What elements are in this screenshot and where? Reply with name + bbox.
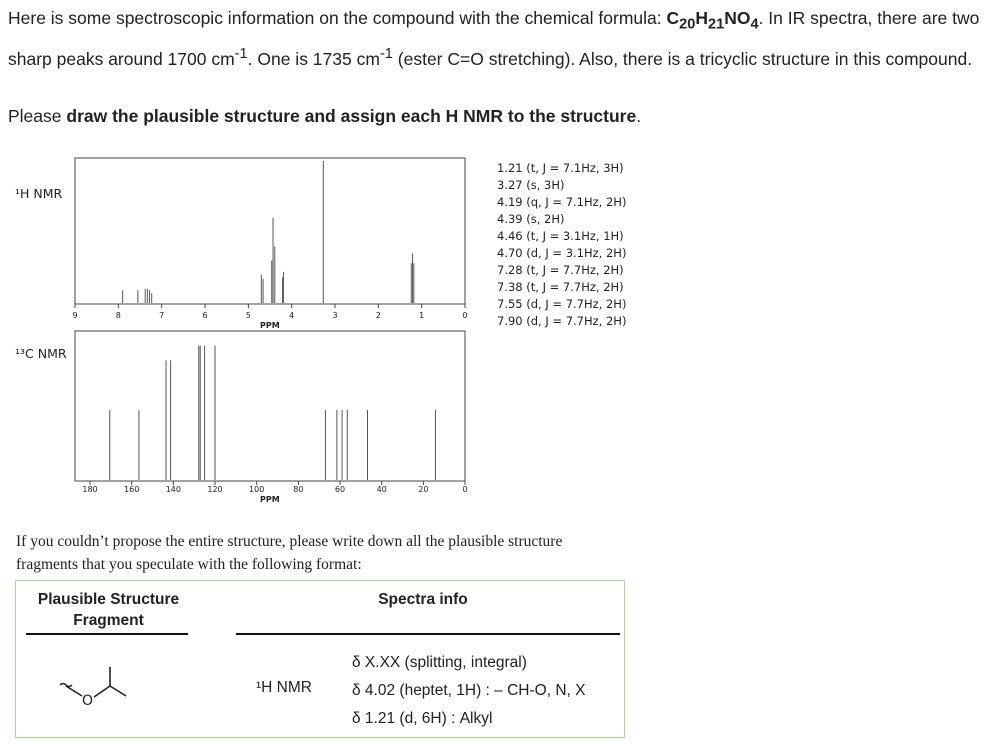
spectra-info-lines: δ X.XX (splitting, integral) δ 4.02 (hep… (352, 649, 585, 733)
cnmr-tick-label: 120 (207, 485, 222, 494)
cnmr-tick-label: 140 (166, 485, 181, 494)
hnmr-tick-label: 1 (419, 311, 424, 320)
cnmr-xlabel: PPM (260, 495, 280, 504)
cnmr-tick-label: 60 (335, 485, 345, 494)
hnmr-shift-entry: 4.46 (t, J = 3.1Hz, 1H) (497, 229, 624, 243)
hnmr-tick-label: 7 (159, 311, 164, 320)
info-line-doublet: δ 1.21 (d, 6H) : Alkyl (352, 710, 493, 727)
hnmr-tick-label: 4 (289, 311, 294, 320)
task-instruction: Please draw the plausible structure and … (8, 106, 642, 126)
cnmr-tick-label: 80 (293, 485, 303, 494)
cnmr-tick-label: 0 (462, 485, 467, 494)
cnmr-tick-label: 160 (124, 485, 139, 494)
hnmr-shift-entry: 4.19 (q, J = 7.1Hz, 2H) (497, 195, 627, 209)
row-label-hnmr: ¹H NMR (256, 679, 312, 696)
hnmr-tick-label: 5 (246, 311, 251, 320)
col-header-spectra: Spectra info (378, 591, 468, 608)
hnmr-peaks (122, 161, 415, 303)
cnmr-tick-label: 40 (377, 485, 387, 494)
format-example-box: Plausible Structure Fragment Spectra inf… (15, 580, 625, 738)
hnmr-tick-label: 3 (332, 311, 337, 320)
cnmr-label: ¹³C NMR (15, 346, 67, 361)
intro-paragraph: Here is some spectroscopic information o… (8, 8, 980, 69)
cnmr-ticks: 180 160 140 120 100 80 60 40 20 0 (82, 481, 468, 494)
hnmr-tick-label: 0 (462, 311, 467, 320)
header-rule-left (26, 633, 188, 635)
hnmr-frame (74, 157, 466, 305)
hnmr-shift-entry: 3.27 (s, 3H) (497, 178, 565, 192)
isopropoxy-fragment-drawing: O (59, 667, 127, 709)
hnmr-shift-entry: 7.90 (d, J = 7.7Hz, 2H) (497, 314, 627, 328)
hnmr-tick-label: 9 (72, 311, 77, 320)
hnmr-shift-entry: 1.21 (t, J = 7.1Hz, 3H) (497, 161, 624, 175)
cnmr-frame (74, 330, 466, 482)
hnmr-tick-label: 2 (376, 311, 381, 320)
fragment-oxygen-atom: O (82, 693, 93, 709)
cnmr-tick-label: 100 (249, 485, 264, 494)
hnmr-label: ¹H NMR (15, 186, 63, 201)
hnmr-shift-entry: 7.38 (t, J = 7.7Hz, 2H) (497, 280, 624, 294)
hnmr-xlabel: PPM (260, 321, 280, 330)
cnmr-tick-label: 20 (418, 485, 428, 494)
info-line-heptet: δ 4.02 (heptet, 1H) : – CH-O, N, X (352, 682, 586, 699)
hnmr-shift-entry: 4.39 (s, 2H) (497, 212, 565, 226)
hnmr-ticks: 9 8 7 6 5 4 3 2 1 0 (72, 304, 468, 320)
hnmr-shift-list: 1.21 (t, J = 7.1Hz, 3H) 3.27 (s, 3H) 4.19 … (497, 160, 626, 330)
hnmr-tick-label: 6 (202, 311, 207, 320)
header-rule-right (236, 633, 620, 635)
hnmr-tick-label: 8 (116, 311, 121, 320)
cnmr-tick-label: 180 (82, 485, 97, 494)
info-line-format: δ X.XX (splitting, integral) (352, 654, 527, 671)
cnmr-peaks (109, 345, 436, 480)
hnmr-shift-entry: 7.28 (t, J = 7.7Hz, 2H) (497, 263, 624, 277)
hnmr-shift-entry: 7.55 (d, J = 7.7Hz, 2H) (497, 297, 627, 311)
col-header-fragment: Plausible Structure Fragment (37, 591, 180, 629)
hnmr-shift-entry: 4.70 (d, J = 3.1Hz, 2H) (497, 246, 627, 260)
fragment-instruction: If you couldn’t propose the entire struc… (16, 533, 563, 573)
